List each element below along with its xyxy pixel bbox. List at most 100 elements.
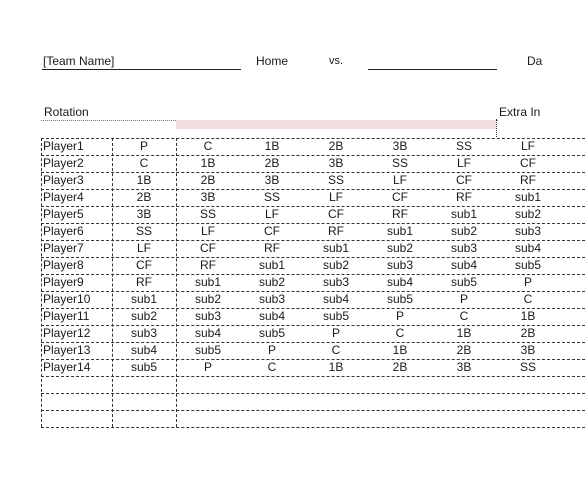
position-cell[interactable]: P bbox=[203, 360, 212, 374]
position-cell[interactable]: RF bbox=[456, 190, 472, 204]
position-cell[interactable]: 2B bbox=[328, 139, 344, 153]
position-cell[interactable]: 3B bbox=[392, 139, 408, 153]
position-cell[interactable]: RF bbox=[136, 275, 152, 289]
position-cell[interactable]: CF bbox=[520, 156, 536, 170]
player-name-cell[interactable]: Player14 bbox=[43, 360, 91, 374]
position-cell[interactable]: sub2 bbox=[322, 258, 350, 272]
position-cell[interactable]: C bbox=[395, 326, 405, 340]
position-cell[interactable]: sub4 bbox=[450, 258, 478, 272]
position-cell[interactable]: LF bbox=[136, 241, 151, 255]
position-cell[interactable]: CF bbox=[136, 258, 152, 272]
position-cell[interactable]: 2B bbox=[520, 326, 536, 340]
position-cell[interactable]: SS bbox=[199, 207, 216, 221]
position-cell[interactable]: CF bbox=[328, 207, 344, 221]
position-cell[interactable]: LF bbox=[264, 207, 279, 221]
position-cell[interactable]: P bbox=[395, 309, 404, 323]
position-cell[interactable]: sub3 bbox=[130, 326, 158, 340]
position-cell[interactable]: sub2 bbox=[130, 309, 158, 323]
position-cell[interactable]: 3B bbox=[136, 207, 152, 221]
player-name-cell[interactable]: Player6 bbox=[43, 224, 84, 238]
position-cell[interactable]: 1B bbox=[264, 139, 280, 153]
player-name-cell[interactable]: Player5 bbox=[43, 207, 84, 221]
position-cell[interactable]: sub4 bbox=[322, 292, 350, 306]
position-cell[interactable]: sub3 bbox=[258, 292, 286, 306]
position-cell[interactable]: C bbox=[203, 139, 213, 153]
position-cell[interactable]: RF bbox=[328, 224, 344, 238]
position-cell[interactable]: sub2 bbox=[450, 224, 478, 238]
position-cell[interactable]: LF bbox=[520, 139, 535, 153]
player-name-cell[interactable]: Player12 bbox=[43, 326, 91, 340]
position-cell[interactable]: SS bbox=[391, 156, 408, 170]
position-cell[interactable]: 2B bbox=[392, 360, 408, 374]
position-cell[interactable]: 2B bbox=[200, 173, 216, 187]
position-cell[interactable]: sub1 bbox=[194, 275, 222, 289]
position-cell[interactable]: SS bbox=[263, 190, 280, 204]
position-cell[interactable]: sub1 bbox=[386, 224, 414, 238]
position-cell[interactable]: sub4 bbox=[258, 309, 286, 323]
position-cell[interactable]: C bbox=[459, 309, 469, 323]
position-cell[interactable]: P bbox=[523, 275, 532, 289]
position-cell[interactable]: sub4 bbox=[386, 275, 414, 289]
position-cell[interactable]: P bbox=[139, 139, 148, 153]
position-cell[interactable]: 1B bbox=[520, 309, 536, 323]
player-name-cell[interactable]: Player9 bbox=[43, 275, 84, 289]
position-cell[interactable]: sub1 bbox=[322, 241, 350, 255]
position-cell[interactable]: sub2 bbox=[258, 275, 286, 289]
position-cell[interactable]: RF bbox=[200, 258, 216, 272]
position-cell[interactable]: LF bbox=[200, 224, 215, 238]
position-cell[interactable]: 2B bbox=[456, 343, 472, 357]
position-cell[interactable]: 3B bbox=[328, 156, 344, 170]
position-cell[interactable]: LF bbox=[392, 173, 407, 187]
position-cell[interactable]: LF bbox=[456, 156, 471, 170]
position-cell[interactable]: sub3 bbox=[194, 309, 222, 323]
position-cell[interactable]: sub2 bbox=[386, 241, 414, 255]
player-name-cell[interactable]: Player11 bbox=[43, 309, 90, 323]
position-cell[interactable]: CF bbox=[264, 224, 280, 238]
position-cell[interactable]: sub5 bbox=[450, 275, 478, 289]
position-cell[interactable]: sub1 bbox=[258, 258, 286, 272]
position-cell[interactable]: sub2 bbox=[194, 292, 222, 306]
position-cell[interactable]: 2B bbox=[264, 156, 280, 170]
position-cell[interactable]: sub5 bbox=[322, 309, 350, 323]
position-cell[interactable]: SS bbox=[135, 224, 152, 238]
position-cell[interactable]: sub3 bbox=[450, 241, 478, 255]
position-cell[interactable]: sub2 bbox=[514, 207, 542, 221]
position-cell[interactable]: 3B bbox=[200, 190, 216, 204]
player-name-cell[interactable]: Player3 bbox=[43, 173, 84, 187]
position-cell[interactable]: CF bbox=[392, 190, 408, 204]
position-cell[interactable]: sub3 bbox=[322, 275, 350, 289]
position-cell[interactable]: CF bbox=[200, 241, 216, 255]
position-cell[interactable]: sub4 bbox=[130, 343, 158, 357]
position-cell[interactable]: 1B bbox=[456, 326, 472, 340]
position-cell[interactable]: sub4 bbox=[194, 326, 222, 340]
position-cell[interactable]: sub5 bbox=[194, 343, 222, 357]
position-cell[interactable]: CF bbox=[456, 173, 472, 187]
empty-row[interactable] bbox=[41, 393, 585, 410]
player-name-cell[interactable]: Player10 bbox=[43, 292, 91, 306]
position-cell[interactable]: RF bbox=[520, 173, 536, 187]
position-cell[interactable]: 1B bbox=[328, 360, 344, 374]
position-cell[interactable]: SS bbox=[519, 360, 536, 374]
position-cell[interactable]: C bbox=[331, 343, 341, 357]
position-cell[interactable]: RF bbox=[264, 241, 280, 255]
position-cell[interactable]: 3B bbox=[520, 343, 536, 357]
position-cell[interactable]: 1B bbox=[200, 156, 216, 170]
position-cell[interactable]: sub1 bbox=[450, 207, 478, 221]
position-cell[interactable]: sub4 bbox=[514, 241, 542, 255]
player-name-cell[interactable]: Player2 bbox=[43, 156, 84, 170]
position-cell[interactable]: C bbox=[523, 292, 533, 306]
position-cell[interactable]: 1B bbox=[136, 173, 152, 187]
position-cell[interactable]: LF bbox=[328, 190, 343, 204]
opponent-underline[interactable] bbox=[368, 69, 497, 70]
player-name-cell[interactable]: Player13 bbox=[43, 343, 91, 357]
position-cell[interactable]: sub5 bbox=[514, 258, 542, 272]
position-cell[interactable]: sub3 bbox=[386, 258, 414, 272]
position-cell[interactable]: sub5 bbox=[130, 360, 158, 374]
position-cell[interactable]: P bbox=[459, 292, 468, 306]
position-cell[interactable]: 2B bbox=[136, 190, 152, 204]
position-cell[interactable]: P bbox=[331, 326, 340, 340]
position-cell[interactable]: 3B bbox=[456, 360, 472, 374]
player-name-cell[interactable]: Player8 bbox=[43, 258, 84, 272]
position-cell[interactable]: sub5 bbox=[258, 326, 286, 340]
team-name-field[interactable]: [Team Name] bbox=[43, 54, 115, 68]
